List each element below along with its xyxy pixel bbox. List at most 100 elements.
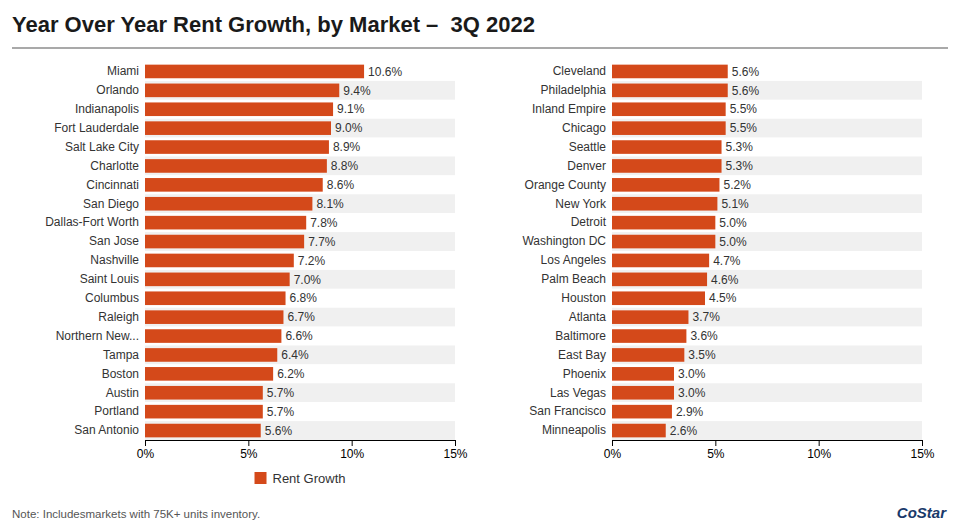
tick-label: Orange County (525, 178, 606, 192)
tick-label: Columbus (85, 291, 139, 305)
row-band (612, 194, 922, 213)
bar (145, 65, 364, 79)
data-label: 5.0% (719, 235, 747, 249)
tick: Cincinnati (86, 178, 139, 192)
data-label: 8.8% (331, 159, 359, 173)
tick-label: Detroit (571, 215, 607, 229)
tick-mark (715, 440, 716, 446)
tick-label: Charlotte (90, 159, 139, 173)
tick: Denver (567, 159, 606, 173)
tick-label: Baltimore (555, 329, 606, 343)
bar (145, 102, 333, 116)
bar (612, 329, 686, 343)
tick: Baltimore (555, 329, 606, 343)
bar (612, 65, 728, 79)
data-label: 2.6% (670, 424, 698, 438)
bar (145, 273, 290, 287)
x-axis: 0%5%10%15% (604, 440, 935, 461)
tick-label: Portland (94, 404, 139, 418)
tick: Detroit (571, 215, 607, 229)
data-label: 6.2% (277, 367, 305, 381)
tick: Orlando (96, 83, 139, 97)
y-axis: Miami Orlando Indianapolis Fort Lauderdale S… (45, 64, 139, 437)
tick: Cleveland (553, 64, 606, 78)
tick-label: 5% (707, 447, 725, 461)
data-label: 4.6% (711, 273, 739, 287)
panel: 5.6%5.6%5.5%5.5%5.3%5.3%5.2%5.1%5.0%5.0%… (522, 62, 934, 461)
row-band (612, 383, 922, 402)
tick-label: Washington DC (522, 234, 606, 248)
bar (145, 386, 263, 400)
bar (612, 310, 688, 324)
bar (612, 273, 707, 287)
row-band (612, 157, 922, 176)
row-band (612, 327, 922, 346)
bar (145, 405, 263, 419)
tick-label: San Francisco (529, 404, 606, 418)
tick-mark (145, 440, 146, 446)
tick: San Diego (83, 197, 139, 211)
tick-label: Fort Lauderdale (54, 121, 139, 135)
row-band (612, 62, 922, 81)
data-label: 6.8% (290, 291, 318, 305)
plot-area (145, 62, 455, 440)
data-label: 5.6% (732, 65, 760, 79)
bar (612, 102, 726, 116)
data-label: 5.5% (730, 121, 758, 135)
tick: 15% (910, 440, 934, 461)
tick: San Francisco (529, 404, 606, 418)
bar (145, 84, 339, 98)
tick-label: Raleigh (98, 310, 139, 324)
tick-mark (352, 440, 353, 446)
tick: 5% (707, 440, 725, 461)
tick-label: 0% (604, 447, 622, 461)
axis-line (146, 440, 456, 441)
tick: San Antonio (74, 423, 139, 437)
bar (612, 367, 674, 381)
bar (612, 254, 709, 268)
tick: Chicago (562, 121, 606, 135)
row-band (145, 157, 455, 176)
data-label: 3.5% (688, 348, 716, 362)
bar (612, 424, 666, 438)
tick: 0% (137, 440, 155, 461)
tick: Saint Louis (80, 272, 139, 286)
tick-mark (612, 440, 613, 446)
row-band (612, 402, 922, 421)
plot-area (612, 62, 922, 440)
data-label: 10.6% (368, 65, 402, 79)
row-band (145, 251, 455, 270)
row-band (612, 175, 922, 194)
tick: Los Angeles (541, 253, 606, 267)
tick: 10% (340, 440, 364, 461)
data-label: 7.0% (294, 273, 322, 287)
row-band (145, 138, 455, 157)
tick: Atlanta (569, 310, 607, 324)
row-band (612, 308, 922, 327)
tick: Portland (94, 404, 139, 418)
tick: Indianapolis (75, 102, 139, 116)
tick: 0% (604, 440, 622, 461)
tick-label: Las Vegas (550, 386, 606, 400)
legend-swatch (255, 472, 267, 484)
legend-label: Rent Growth (273, 471, 346, 486)
row-band (145, 175, 455, 194)
data-label: 4.5% (709, 291, 737, 305)
tick-label: Atlanta (569, 310, 607, 324)
tick: Tampa (103, 348, 139, 362)
data-label: 8.9% (333, 140, 361, 154)
tick: 15% (443, 440, 467, 461)
tick-label: East Bay (558, 348, 606, 362)
title: Year Over Year Rent Growth, by Market – … (12, 12, 535, 37)
tick-label: Inland Empire (532, 102, 606, 116)
tick-label: Miami (107, 64, 139, 78)
tick-label: Nashville (90, 253, 139, 267)
data-label: 5.3% (726, 159, 754, 173)
tick-mark (248, 440, 249, 446)
chart-root: Year Over Year Rent Growth, by Market – … (0, 0, 960, 530)
row-band (145, 81, 455, 100)
tick: Palm Beach (541, 272, 606, 286)
bar (612, 121, 726, 135)
tick: Seattle (569, 140, 607, 154)
data-label: 6.7% (287, 310, 315, 324)
